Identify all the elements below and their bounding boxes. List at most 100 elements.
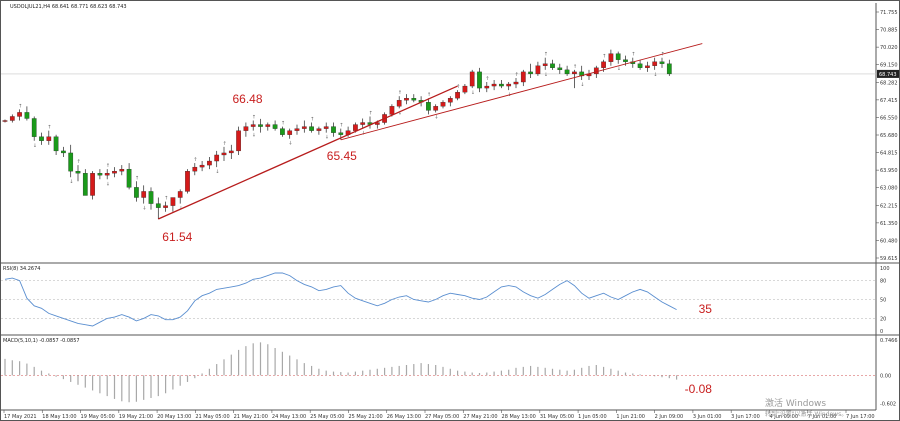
candle-body [477,71,482,89]
time-axis-ticks: 17 May 2021 18 May 13:00 19 May 05:00 19 Ma… [3,410,875,420]
fractal-marker: ↑ [515,72,519,78]
time-tick-label: 27 May 05:00 [425,414,459,420]
macd-tick-label: 0.7466 [880,338,898,344]
price-annotation: 65.45 [327,149,357,163]
candle-body [374,122,380,125]
candle-body [353,124,358,131]
candle-body [177,191,183,198]
fractal-marker: ↑ [427,92,431,98]
candle-body [61,150,66,154]
fractal-marker: ↑ [631,52,635,58]
macd-header: MACD(5,10,1) -0.0857 -0.0857 [3,338,80,344]
windows-activation-hint: 转到"设置"以激活 Windows。 [765,410,847,418]
candle-body [455,91,460,99]
price-tick-label: 69.150 [880,63,898,69]
price-annotations: 66.48 65.45 61.54 [162,92,357,244]
time-tick-label: 24 May 13:00 [272,414,306,420]
candle-body [185,171,190,192]
candle-body [572,71,577,75]
candle-body [542,63,548,66]
main-chart-symbol: USDOLJUL21,H4 [10,4,50,10]
candle-body [601,61,606,68]
candle-body [615,53,621,60]
candlesticks: ↑↓↑↓↑↑↓↑↓↑↓↑↓↑↑↓↑↓↑↓↑↓↑↑↓↑↓↑↓↑↓↑↑↓↑↓↑↓↑↓… [2,49,672,219]
fractal-marker: ↑ [456,84,460,90]
candle-body [207,160,212,166]
rsi-tick-label: 80 [880,279,886,285]
candle-body [214,154,220,162]
price-tick-label: 64.815 [880,151,898,157]
candle-body [199,164,205,168]
candle-body [104,173,110,176]
fractal-marker: ↑ [193,157,197,163]
fractal-marker: ↓ [106,181,110,187]
fractal-marker: ↓ [471,90,475,96]
price-tick-label: 63.950 [880,168,898,174]
time-tick-label: 1 Jun 21:00 [616,414,645,420]
candle-body [535,65,541,75]
fractal-marker: ↑ [544,52,548,58]
candle-body [272,124,278,129]
time-tick-label: 7 Jun 17:00 [846,414,875,420]
time-tick-label: 2 Jun 09:00 [655,414,684,420]
macd-annotation: -0.08 [685,382,713,396]
candle-body [155,203,161,208]
fractal-marker: ↑ [47,125,51,131]
fractal-marker: ↑ [223,141,227,147]
fractal-marker: ↑ [602,54,606,60]
candle-body [513,81,519,85]
current-price-label: 68.743 [879,72,897,78]
uptrend-line-main [158,85,458,220]
fractal-marker: ↓ [617,66,621,72]
candle-body [221,152,227,156]
trendlines [158,43,703,220]
fractal-marker: ↑ [573,64,577,70]
candle-body [228,150,234,154]
candle-body [134,187,139,198]
current-price-marker: 68.743 [1,69,899,78]
rsi-annotation: 35 [699,302,713,316]
candle-body [338,132,344,135]
fractal-marker: ↓ [398,110,402,116]
fractal-marker: ↓ [544,72,548,78]
candle-body [316,128,322,131]
candle-body [90,173,95,196]
fractal-marker: ↑ [164,196,168,202]
time-tick-label: 21 May 05:00 [195,414,229,420]
windows-activation-watermark: 激活 Windows [765,397,826,409]
candle-body [170,197,176,206]
fractal-marker: ↑ [339,123,343,129]
price-tick-label: 71.755 [880,10,898,16]
candle-body [652,61,658,66]
candle-body [46,136,52,141]
candle-body [265,124,271,127]
candle-body [491,83,497,87]
candle-body [528,71,533,75]
fractal-marker: ↑ [281,121,285,127]
candle-body [141,191,147,198]
candle-body [396,100,402,107]
price-tick-label: 59.615 [880,256,898,262]
time-tick-label: 26 May 13:00 [387,414,421,420]
candle-body [623,59,628,62]
fractal-marker: ↓ [252,133,256,139]
candle-body [9,116,15,121]
price-tick-label: 62.215 [880,203,898,209]
time-tick-label: 19 May 05:00 [81,414,115,420]
rsi-tick-label: 0 [880,329,883,335]
candle-body [331,126,336,133]
candle-body [506,83,512,87]
uptrend-line-secondary [340,43,703,141]
candle-body [163,205,168,208]
candle-body [39,136,44,141]
fractal-marker: ↑ [106,163,110,169]
candle-body [82,173,88,196]
candle-body [119,168,125,172]
macd-tick-label: 0.00 [880,373,891,379]
fractal-marker: ↑ [310,117,314,123]
candle-body [309,126,314,131]
fractal-marker: ↓ [69,179,73,185]
price-tick-label: 61.350 [880,221,898,227]
fractal-marker: ↑ [135,175,139,181]
